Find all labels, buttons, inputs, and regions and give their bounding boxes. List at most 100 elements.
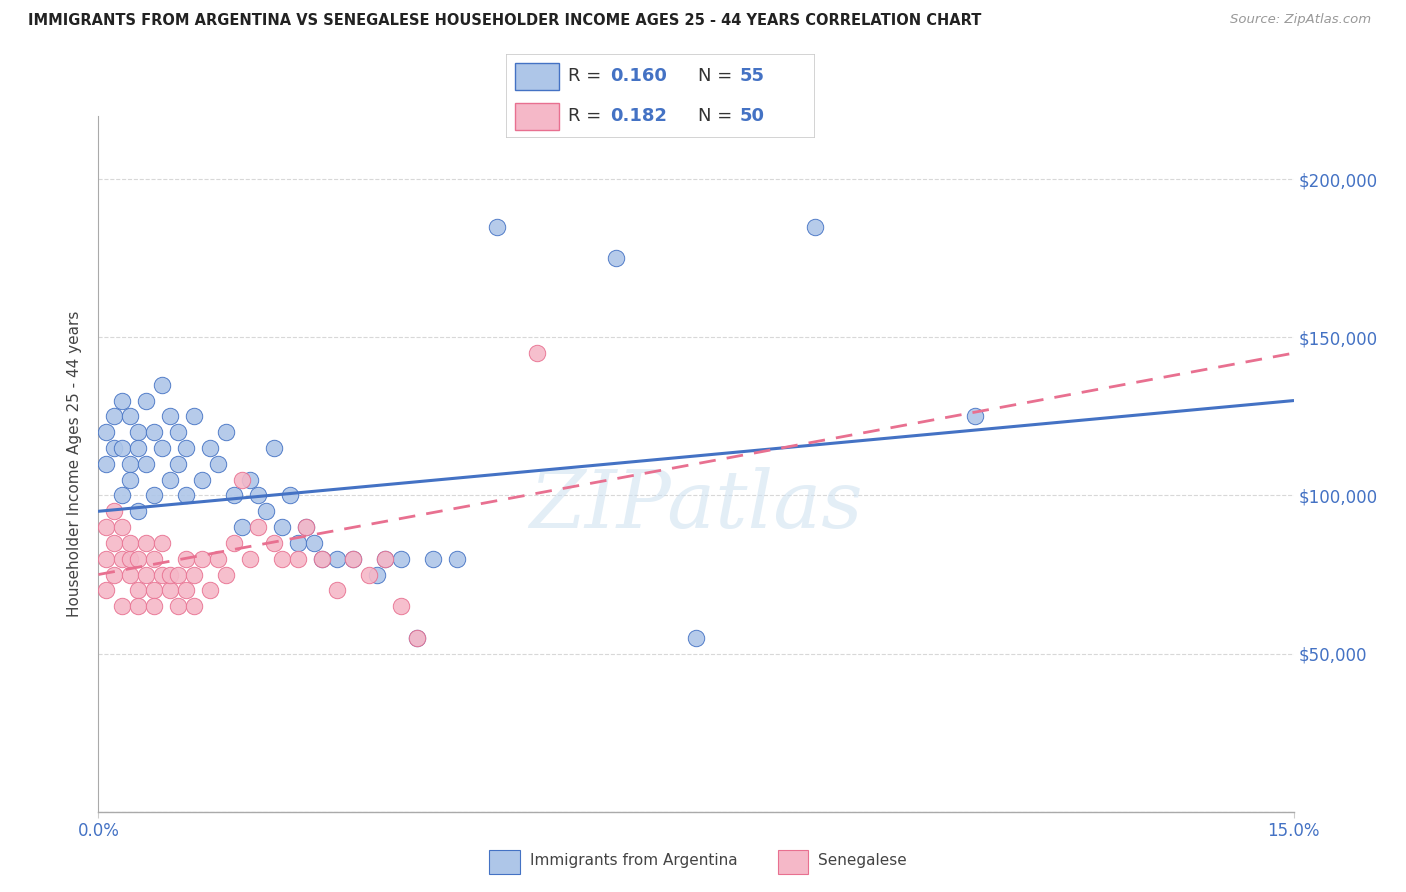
- Point: [311, 551, 333, 566]
- Point: [374, 551, 396, 566]
- FancyBboxPatch shape: [506, 54, 815, 138]
- Point: [96, 583, 118, 598]
- Point: [167, 599, 190, 614]
- Point: [103, 567, 125, 582]
- Y-axis label: Householder Income Ages 25 - 44 years: Householder Income Ages 25 - 44 years: [67, 310, 83, 617]
- Point: [127, 551, 149, 566]
- Point: [111, 520, 134, 534]
- Point: [120, 536, 142, 550]
- Point: [485, 219, 508, 234]
- Point: [215, 567, 238, 582]
- Point: [963, 409, 986, 424]
- Bar: [516, 103, 558, 130]
- Point: [270, 551, 292, 566]
- Text: 50: 50: [740, 107, 765, 125]
- Text: 55: 55: [740, 68, 765, 86]
- Point: [120, 567, 142, 582]
- Point: [374, 551, 396, 566]
- Point: [222, 536, 245, 550]
- Point: [120, 473, 142, 487]
- Point: [278, 488, 301, 502]
- Point: [389, 599, 412, 614]
- Text: ZIPatlas: ZIPatlas: [529, 467, 863, 544]
- Point: [446, 551, 468, 566]
- Point: [183, 409, 205, 424]
- Point: [127, 583, 149, 598]
- Point: [406, 631, 429, 645]
- Point: [311, 551, 333, 566]
- Point: [159, 473, 181, 487]
- Point: [143, 583, 166, 598]
- Text: 0.160: 0.160: [610, 68, 666, 86]
- Point: [150, 441, 173, 455]
- Point: [239, 551, 262, 566]
- Point: [326, 583, 349, 598]
- Point: [150, 536, 173, 550]
- Text: N =: N =: [697, 107, 738, 125]
- Point: [326, 551, 349, 566]
- Point: [302, 536, 325, 550]
- Point: [135, 457, 157, 471]
- Point: [111, 393, 134, 408]
- Point: [359, 567, 381, 582]
- Point: [111, 441, 134, 455]
- Text: IMMIGRANTS FROM ARGENTINA VS SENEGALESE HOUSEHOLDER INCOME AGES 25 - 44 YEARS CO: IMMIGRANTS FROM ARGENTINA VS SENEGALESE …: [28, 13, 981, 29]
- Text: R =: R =: [568, 107, 607, 125]
- Point: [174, 551, 197, 566]
- Point: [207, 551, 229, 566]
- Point: [167, 425, 190, 440]
- Point: [135, 393, 157, 408]
- Point: [342, 551, 364, 566]
- Point: [174, 583, 197, 598]
- Bar: [778, 849, 808, 874]
- Point: [174, 441, 197, 455]
- Point: [406, 631, 429, 645]
- Point: [127, 425, 149, 440]
- Point: [287, 536, 309, 550]
- Text: Source: ZipAtlas.com: Source: ZipAtlas.com: [1230, 13, 1371, 27]
- Point: [120, 551, 142, 566]
- Text: Senegalese: Senegalese: [818, 854, 907, 868]
- Point: [159, 567, 181, 582]
- Point: [222, 488, 245, 502]
- Point: [191, 473, 214, 487]
- Text: 0.182: 0.182: [610, 107, 666, 125]
- Point: [215, 425, 238, 440]
- Point: [120, 409, 142, 424]
- Point: [263, 441, 285, 455]
- Point: [127, 504, 149, 518]
- Point: [183, 567, 205, 582]
- Point: [111, 551, 134, 566]
- Point: [120, 457, 142, 471]
- Point: [246, 520, 269, 534]
- Point: [111, 599, 134, 614]
- Point: [239, 473, 262, 487]
- Point: [143, 488, 166, 502]
- Point: [804, 219, 827, 234]
- Text: Immigrants from Argentina: Immigrants from Argentina: [530, 854, 737, 868]
- Point: [366, 567, 388, 582]
- Text: N =: N =: [697, 68, 738, 86]
- Point: [231, 473, 253, 487]
- Point: [389, 551, 412, 566]
- Point: [294, 520, 316, 534]
- Bar: [489, 849, 520, 874]
- Point: [150, 567, 173, 582]
- Point: [207, 457, 229, 471]
- Point: [135, 536, 157, 550]
- Point: [167, 567, 190, 582]
- Point: [111, 488, 134, 502]
- Point: [270, 520, 292, 534]
- Point: [96, 520, 118, 534]
- Point: [150, 377, 173, 392]
- Point: [231, 520, 253, 534]
- Bar: [516, 62, 558, 90]
- Point: [159, 583, 181, 598]
- Point: [96, 457, 118, 471]
- Point: [103, 441, 125, 455]
- Point: [143, 425, 166, 440]
- Point: [103, 536, 125, 550]
- Point: [103, 504, 125, 518]
- Point: [422, 551, 444, 566]
- Point: [135, 567, 157, 582]
